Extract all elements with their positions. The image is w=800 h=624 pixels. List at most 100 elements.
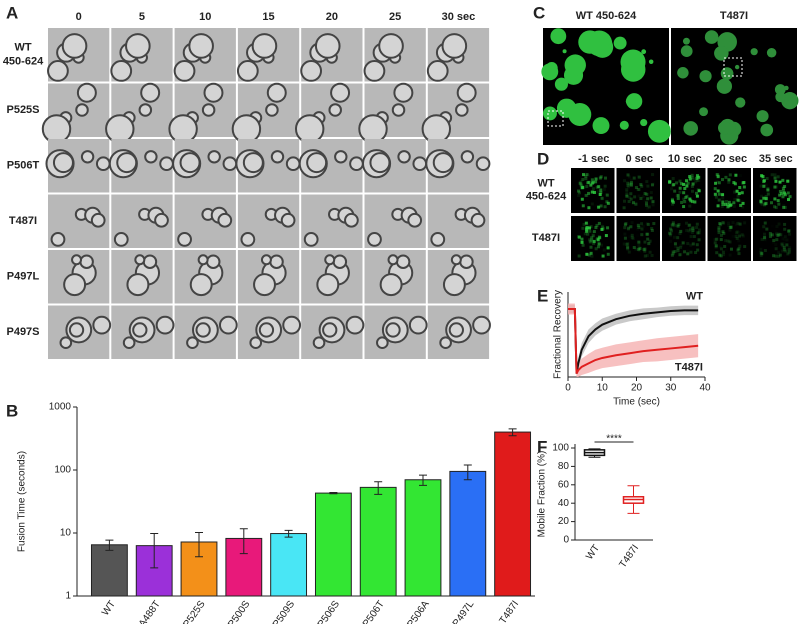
pixel xyxy=(769,201,773,205)
x-tick-label: 0 xyxy=(565,383,571,394)
panel-label: B xyxy=(6,401,18,420)
pixel xyxy=(602,248,606,252)
pixel xyxy=(673,242,677,246)
pixel xyxy=(780,249,784,253)
pixel xyxy=(581,226,585,230)
x-tick-label: T487I xyxy=(498,599,522,624)
pixel xyxy=(760,202,764,206)
pixel xyxy=(671,176,675,180)
pixel xyxy=(589,183,593,187)
pixel xyxy=(726,205,730,209)
pixel xyxy=(599,175,603,179)
pixel xyxy=(727,200,731,204)
row-label: WT xyxy=(537,177,554,189)
pixel xyxy=(640,222,644,226)
pixel xyxy=(585,229,589,233)
pixel xyxy=(640,184,644,188)
pixel xyxy=(727,178,731,182)
pixel xyxy=(759,184,763,188)
pixel xyxy=(606,246,610,250)
droplet xyxy=(159,156,174,172)
y-tick-label: 80 xyxy=(558,461,570,472)
pixel xyxy=(728,228,732,232)
droplet xyxy=(134,254,146,266)
pixel xyxy=(727,224,731,228)
droplet xyxy=(613,36,627,50)
pixel xyxy=(764,202,768,206)
droplet xyxy=(330,82,351,103)
panel-label: A xyxy=(6,3,18,22)
pixel xyxy=(787,248,791,252)
y-axis-label: Mobile Fraction (%) xyxy=(537,451,548,538)
pixel xyxy=(643,254,647,258)
pixel xyxy=(627,250,631,254)
pixel xyxy=(676,236,680,240)
pixel xyxy=(763,237,767,241)
droplet xyxy=(412,156,428,172)
pixel xyxy=(596,238,600,242)
line xyxy=(568,308,699,375)
pixel xyxy=(784,254,787,257)
droplet xyxy=(677,67,689,79)
pixel xyxy=(720,204,724,208)
pixel xyxy=(586,181,590,185)
droplet xyxy=(734,64,740,70)
droplet xyxy=(439,336,452,350)
pixel xyxy=(732,181,736,185)
pixel xyxy=(631,201,635,205)
bar xyxy=(90,544,128,597)
pixel xyxy=(636,228,639,231)
pixel xyxy=(741,201,745,205)
pixel xyxy=(579,180,583,184)
pixel xyxy=(591,234,595,238)
pixel xyxy=(759,253,763,257)
pixel xyxy=(579,184,583,188)
droplet xyxy=(265,103,279,117)
pixel xyxy=(770,173,774,177)
pixel xyxy=(688,223,692,227)
pixel xyxy=(673,189,677,193)
droplet xyxy=(75,103,89,117)
pixel xyxy=(597,221,601,225)
pixel xyxy=(652,182,655,185)
pixel xyxy=(739,203,743,207)
pixel xyxy=(596,189,600,193)
pixel xyxy=(604,234,608,238)
pixel xyxy=(691,189,695,193)
pixel xyxy=(627,195,631,199)
pixel xyxy=(636,187,640,191)
pixel xyxy=(714,245,718,249)
pixel xyxy=(625,188,629,192)
droplet xyxy=(126,273,150,297)
pixel xyxy=(689,250,693,254)
error-bar xyxy=(463,464,472,481)
pixel xyxy=(715,251,719,255)
pixel xyxy=(782,205,786,209)
pixel xyxy=(776,199,780,203)
droplet xyxy=(177,232,192,247)
pixel xyxy=(684,221,688,225)
pixel xyxy=(669,232,673,236)
pixel xyxy=(786,179,790,183)
pixel xyxy=(728,225,732,229)
pixel xyxy=(771,225,774,228)
pixel xyxy=(718,222,722,226)
panel-label: F xyxy=(537,437,547,456)
droplet xyxy=(450,254,462,266)
pixel xyxy=(673,223,677,227)
droplet xyxy=(367,232,382,247)
pixel xyxy=(766,192,770,196)
pixel xyxy=(716,175,720,179)
droplet xyxy=(541,63,559,81)
pixel xyxy=(721,221,725,225)
pixel xyxy=(735,231,739,235)
pixel xyxy=(728,253,732,257)
pixel xyxy=(642,247,646,251)
pixel xyxy=(594,226,598,230)
pixel xyxy=(785,238,789,242)
pixel xyxy=(597,235,601,239)
pixel xyxy=(645,201,649,205)
pixel xyxy=(695,225,699,229)
pixel xyxy=(637,240,641,244)
